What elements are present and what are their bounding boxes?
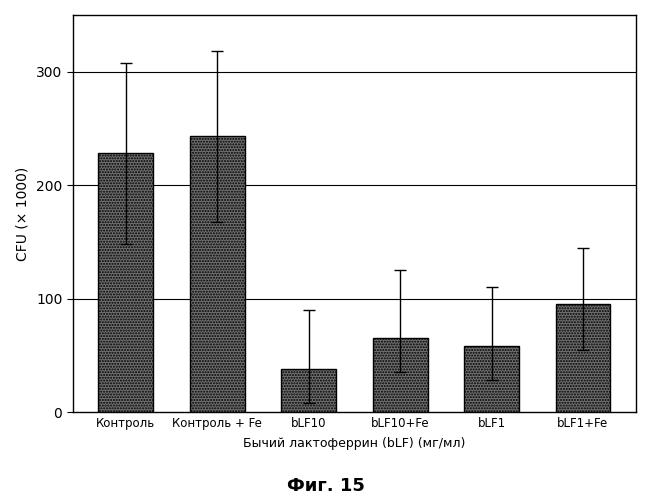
Bar	[190, 136, 245, 412]
Text: Фиг. 15: Фиг. 15	[286, 477, 365, 495]
Bar	[464, 346, 519, 412]
Bar	[281, 369, 336, 412]
Bar	[555, 304, 611, 412]
X-axis label: Бычий лактоферрин (bLF) (мг/мл): Бычий лактоферрин (bLF) (мг/мл)	[243, 437, 465, 450]
Bar	[98, 154, 153, 412]
Y-axis label: CFU (× 1000): CFU (× 1000)	[15, 166, 29, 260]
Bar	[372, 338, 428, 412]
